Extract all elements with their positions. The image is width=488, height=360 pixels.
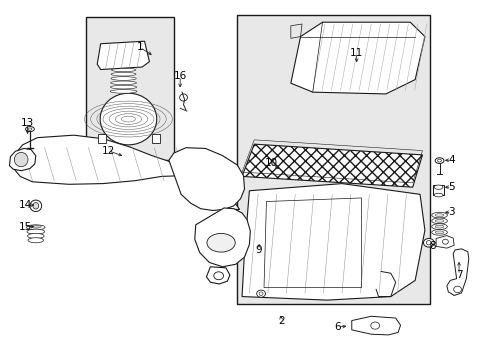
Ellipse shape [434, 231, 443, 234]
Ellipse shape [434, 214, 443, 217]
Polygon shape [168, 148, 244, 211]
Polygon shape [242, 184, 424, 300]
Text: 1: 1 [136, 42, 142, 52]
Ellipse shape [431, 218, 447, 224]
Polygon shape [242, 144, 422, 187]
Ellipse shape [112, 59, 135, 63]
Text: 2: 2 [277, 316, 284, 325]
Ellipse shape [28, 238, 43, 243]
Ellipse shape [14, 152, 28, 167]
Polygon shape [290, 22, 424, 94]
Ellipse shape [25, 127, 34, 132]
Polygon shape [435, 235, 453, 248]
Ellipse shape [431, 212, 447, 218]
Ellipse shape [110, 81, 136, 85]
Text: 3: 3 [447, 207, 454, 217]
Ellipse shape [206, 233, 235, 252]
Ellipse shape [434, 220, 443, 222]
Ellipse shape [431, 229, 447, 235]
Ellipse shape [431, 224, 447, 229]
Ellipse shape [423, 238, 433, 247]
Ellipse shape [27, 233, 44, 238]
Text: 6: 6 [333, 322, 340, 332]
Ellipse shape [433, 185, 442, 189]
Ellipse shape [26, 225, 45, 230]
Bar [237, 15, 429, 304]
Bar [98, 134, 105, 143]
Ellipse shape [256, 290, 265, 297]
Ellipse shape [434, 225, 443, 228]
Text: 8: 8 [428, 241, 435, 251]
Ellipse shape [112, 55, 135, 59]
Ellipse shape [33, 203, 39, 209]
Ellipse shape [111, 64, 135, 67]
Polygon shape [9, 148, 36, 171]
Ellipse shape [434, 158, 443, 163]
Bar [432, 185, 444, 195]
Polygon shape [446, 249, 468, 296]
Ellipse shape [111, 77, 136, 80]
Text: 14: 14 [19, 200, 32, 210]
Text: 13: 13 [21, 118, 34, 128]
Text: 15: 15 [19, 222, 32, 231]
Ellipse shape [27, 229, 44, 234]
Ellipse shape [110, 90, 137, 93]
Polygon shape [194, 208, 250, 267]
Text: 9: 9 [255, 245, 262, 255]
Ellipse shape [110, 85, 137, 89]
Text: 5: 5 [447, 182, 454, 192]
Polygon shape [97, 41, 149, 69]
Text: 16: 16 [173, 71, 186, 81]
Ellipse shape [433, 193, 442, 197]
Ellipse shape [111, 72, 136, 76]
Text: 4: 4 [447, 155, 454, 165]
Polygon shape [351, 316, 400, 335]
Ellipse shape [30, 200, 41, 212]
Text: 10: 10 [264, 158, 278, 168]
Bar [152, 134, 159, 143]
Polygon shape [206, 267, 229, 284]
Polygon shape [13, 135, 239, 210]
Text: 11: 11 [349, 48, 363, 58]
Bar [86, 17, 173, 160]
Text: 12: 12 [101, 145, 114, 156]
Text: 7: 7 [455, 270, 462, 280]
Ellipse shape [111, 68, 136, 72]
Ellipse shape [30, 225, 41, 228]
Ellipse shape [100, 93, 157, 145]
